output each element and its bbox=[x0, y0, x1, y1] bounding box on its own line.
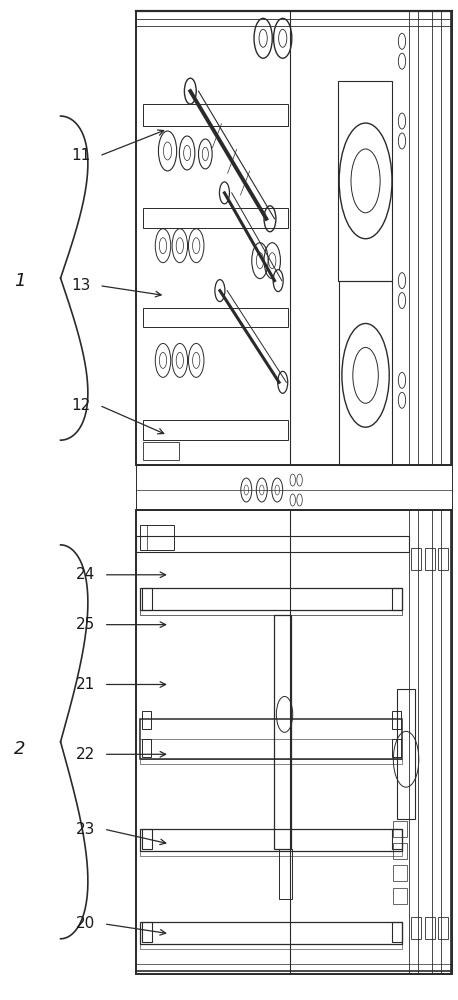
Bar bbox=[392, 588, 402, 610]
Bar bbox=[142, 711, 151, 729]
Bar bbox=[142, 420, 288, 440]
Bar bbox=[392, 739, 401, 757]
Bar bbox=[140, 610, 402, 615]
Text: 12: 12 bbox=[71, 398, 91, 413]
Bar bbox=[393, 865, 407, 881]
Bar bbox=[136, 536, 409, 552]
Text: 22: 22 bbox=[76, 747, 95, 762]
Bar bbox=[140, 759, 402, 764]
Bar bbox=[142, 922, 152, 942]
Text: 2: 2 bbox=[14, 740, 25, 758]
Circle shape bbox=[215, 280, 225, 302]
Text: 24: 24 bbox=[76, 567, 95, 582]
Bar bbox=[140, 851, 402, 856]
Bar bbox=[142, 739, 151, 757]
Bar bbox=[398, 689, 415, 819]
Bar bbox=[142, 208, 288, 228]
Circle shape bbox=[185, 78, 196, 104]
Bar bbox=[142, 442, 179, 460]
Bar bbox=[338, 81, 392, 281]
Bar bbox=[425, 548, 435, 570]
Bar bbox=[142, 588, 152, 610]
Circle shape bbox=[219, 182, 229, 204]
Bar bbox=[273, 615, 291, 849]
Bar bbox=[411, 917, 421, 939]
Bar bbox=[140, 719, 402, 759]
Bar bbox=[392, 829, 402, 849]
Bar bbox=[438, 548, 448, 570]
Text: 20: 20 bbox=[76, 916, 95, 931]
Bar bbox=[393, 821, 407, 837]
Bar bbox=[339, 281, 392, 465]
Bar bbox=[140, 588, 402, 610]
Circle shape bbox=[278, 371, 288, 393]
Text: 25: 25 bbox=[76, 617, 95, 632]
Bar bbox=[140, 525, 174, 550]
Text: 11: 11 bbox=[71, 148, 91, 163]
Bar bbox=[142, 104, 288, 126]
Circle shape bbox=[264, 206, 276, 232]
Bar bbox=[392, 922, 402, 942]
Text: 1: 1 bbox=[14, 272, 25, 290]
Bar bbox=[136, 510, 452, 974]
Bar bbox=[438, 917, 448, 939]
Text: 23: 23 bbox=[76, 822, 95, 837]
Bar bbox=[142, 308, 288, 327]
Bar bbox=[140, 922, 402, 944]
Bar bbox=[279, 849, 292, 899]
Bar bbox=[392, 711, 401, 729]
Bar bbox=[411, 548, 421, 570]
Bar bbox=[142, 829, 152, 849]
Bar bbox=[393, 888, 407, 904]
Bar bbox=[140, 944, 402, 949]
Circle shape bbox=[273, 270, 283, 292]
Bar bbox=[393, 843, 407, 859]
Bar bbox=[136, 465, 452, 510]
Text: 13: 13 bbox=[71, 278, 91, 293]
Bar bbox=[136, 11, 452, 465]
Bar bbox=[140, 829, 402, 851]
Text: 21: 21 bbox=[76, 677, 95, 692]
Bar bbox=[425, 917, 435, 939]
